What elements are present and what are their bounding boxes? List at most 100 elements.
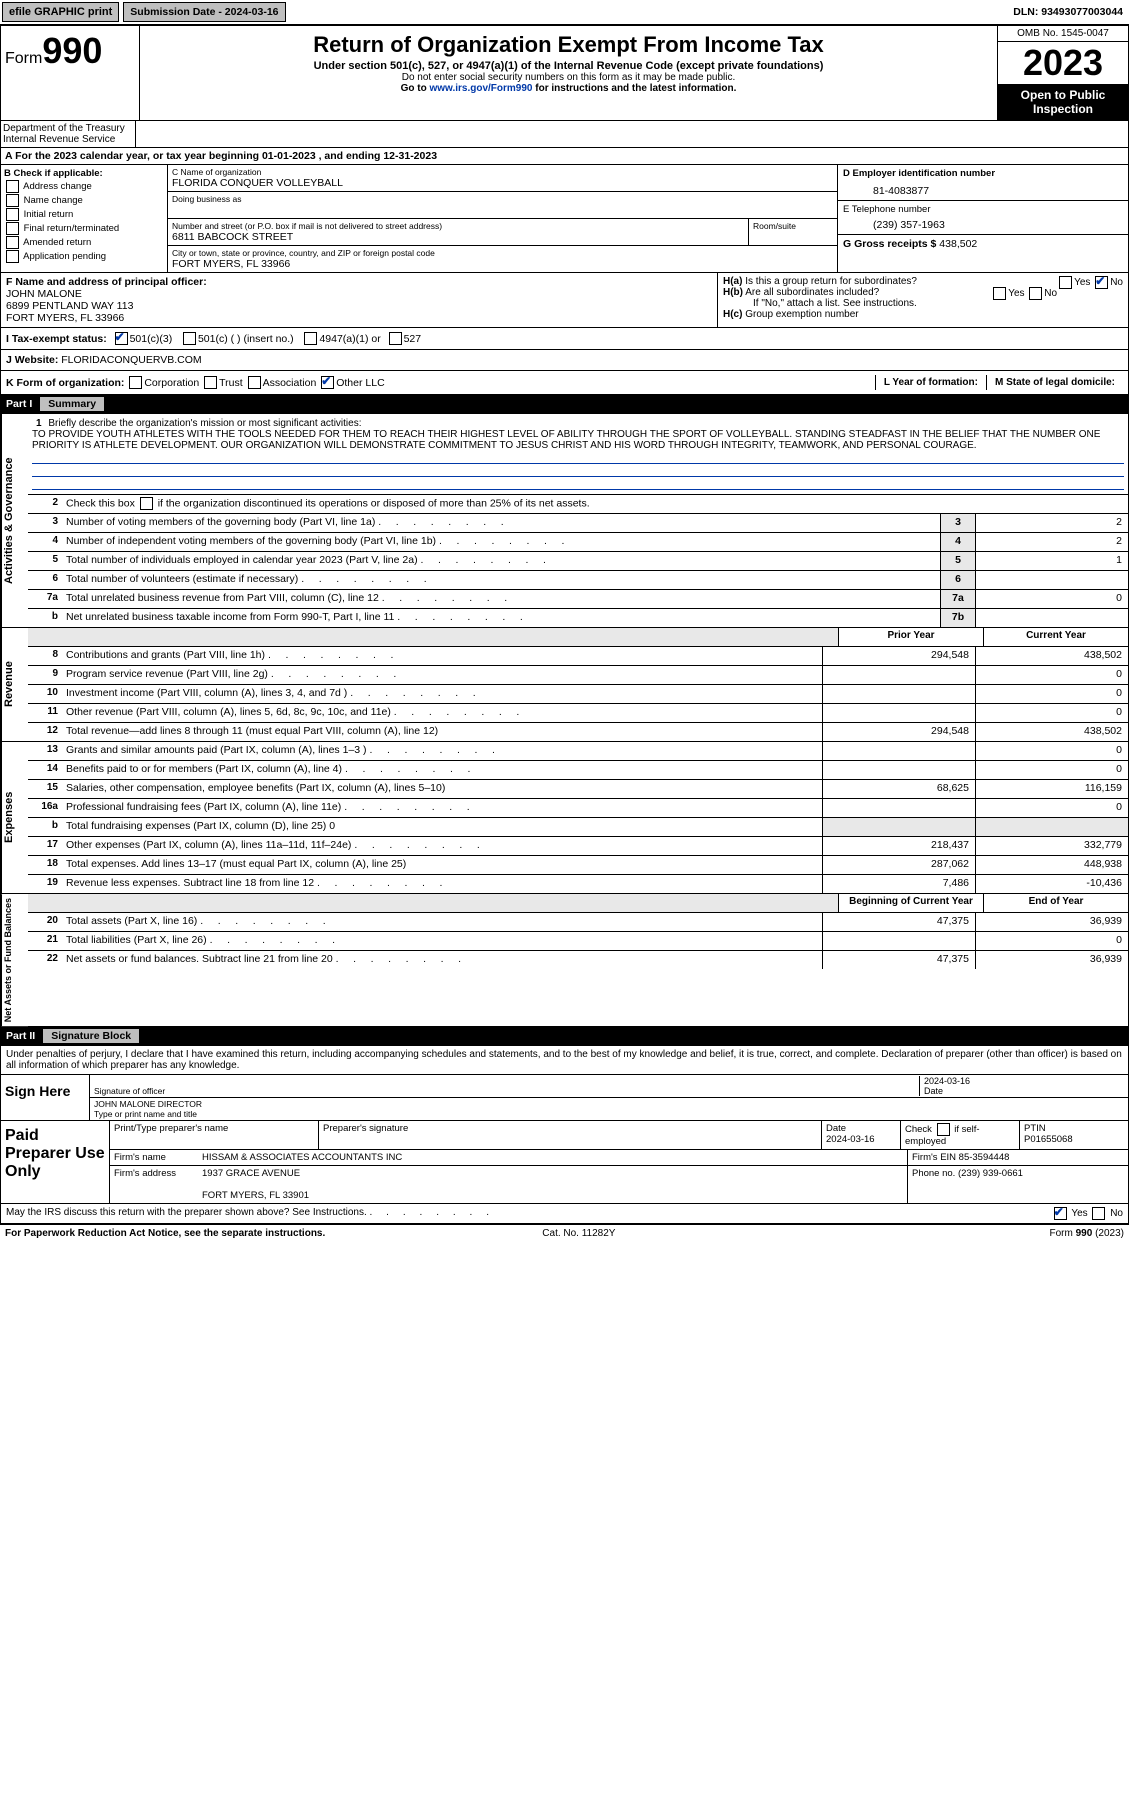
firm-phone: (239) 939-0661	[958, 1168, 1023, 1179]
website: FLORIDACONQUERVB.COM	[61, 354, 201, 366]
cb-pending[interactable]: Application pending	[4, 250, 164, 263]
c20: 36,939	[975, 913, 1128, 931]
efile-btn[interactable]: efile GRAPHIC print	[2, 2, 119, 22]
cat-no: Cat. No. 11282Y	[542, 1228, 615, 1239]
current-year-h: Current Year	[983, 628, 1128, 646]
hc: H(c) Group exemption number	[723, 309, 1123, 320]
c8: 438,502	[975, 647, 1128, 665]
submission-date: Submission Date - 2024-03-16	[123, 2, 285, 22]
l20: Total assets (Part X, line 16)	[62, 913, 822, 931]
cb-trust[interactable]	[204, 376, 217, 389]
ha: H(a) Is this a group return for subordin…	[723, 276, 1123, 287]
dba-label: Doing business as	[172, 194, 833, 204]
end-year-h: End of Year	[983, 894, 1128, 912]
paperwork-notice: For Paperwork Reduction Act Notice, see …	[5, 1228, 325, 1239]
c16a: 0	[975, 799, 1128, 817]
p17: 218,437	[822, 837, 975, 855]
main-info-block: B Check if applicable: Address change Na…	[0, 165, 1129, 273]
l21: Total liabilities (Part X, line 26)	[62, 932, 822, 950]
c15: 116,159	[975, 780, 1128, 798]
p12: 294,548	[822, 723, 975, 741]
cb-other[interactable]	[321, 376, 334, 389]
p22: 47,375	[822, 951, 975, 969]
officer-addr1: 6899 PENTLAND WAY 113	[6, 300, 712, 312]
ptin-val: P01655068	[1024, 1134, 1073, 1145]
v4: 2	[975, 533, 1128, 551]
street-addr: 6811 BABCOCK STREET	[172, 231, 744, 243]
gross-receipts: 438,502	[939, 238, 977, 250]
p15: 68,625	[822, 780, 975, 798]
c17: 332,779	[975, 837, 1128, 855]
l5: Total number of individuals employed in …	[62, 552, 940, 570]
l9: Program service revenue (Part VIII, line…	[62, 666, 822, 684]
subtitle1: Under section 501(c), 527, or 4947(a)(1)…	[144, 60, 993, 72]
p18: 287,062	[822, 856, 975, 874]
open-public: Open to Public Inspection	[998, 84, 1128, 120]
f-label: F Name and address of principal officer:	[6, 276, 712, 288]
discuss-yes[interactable]	[1054, 1207, 1067, 1220]
v7b	[975, 609, 1128, 627]
l1: Briefly describe the organization's miss…	[48, 418, 361, 429]
dept-treasury: Department of the Treasury Internal Reve…	[1, 121, 136, 147]
irs-link[interactable]: www.irs.gov/Form990	[429, 83, 532, 94]
name-label: C Name of organization	[172, 167, 833, 177]
l3: Number of voting members of the governin…	[62, 514, 940, 532]
ein-label: D Employer identification number	[843, 168, 1123, 179]
c13: 0	[975, 742, 1128, 760]
officer-addr2: FORT MYERS, FL 33966	[6, 312, 712, 324]
cb-final[interactable]: Final return/terminated	[4, 222, 164, 235]
cb-initial[interactable]: Initial return	[4, 208, 164, 221]
org-name: FLORIDA CONQUER VOLLEYBALL	[172, 177, 833, 189]
l14: Benefits paid to or for members (Part IX…	[62, 761, 822, 779]
cb-501c[interactable]	[183, 332, 196, 345]
tab-expenses: Expenses	[1, 742, 28, 893]
section-a: A For the 2023 calendar year, or tax yea…	[0, 148, 1129, 165]
l2: Check this box if the organization disco…	[62, 495, 1128, 513]
cb-amended[interactable]: Amended return	[4, 236, 164, 249]
firm-addr: 1937 GRACE AVENUE	[202, 1168, 300, 1179]
l15: Salaries, other compensation, employee b…	[62, 780, 822, 798]
part2-header: Part II Signature Block	[0, 1027, 1129, 1045]
firm-ein: 85-3594448	[959, 1152, 1010, 1163]
begin-year-h: Beginning of Current Year	[838, 894, 983, 912]
part1-body: Activities & Governance 1 Briefly descri…	[0, 413, 1129, 628]
tab-governance: Activities & Governance	[1, 414, 28, 627]
signature-block: Under penalties of perjury, I declare th…	[0, 1045, 1129, 1224]
discuss-q: May the IRS discuss this return with the…	[6, 1207, 489, 1220]
cb-4947[interactable]	[304, 332, 317, 345]
l8: Contributions and grants (Part VIII, lin…	[62, 647, 822, 665]
cb-501c3[interactable]	[115, 332, 128, 345]
l16a: Professional fundraising fees (Part IX, …	[62, 799, 822, 817]
tax-year: 2023	[998, 42, 1128, 84]
l18: Total expenses. Add lines 13–17 (must eq…	[62, 856, 822, 874]
row-f-h: F Name and address of principal officer:…	[0, 273, 1129, 328]
gross-label: G Gross receipts $	[843, 238, 939, 250]
city-label: City or town, state or province, country…	[172, 248, 833, 258]
part1-header: Part I Summary	[0, 395, 1129, 413]
form-header: Form990 Return of Organization Exempt Fr…	[0, 25, 1129, 121]
c18: 448,938	[975, 856, 1128, 874]
prep-date: 2024-03-16	[826, 1134, 875, 1145]
l16b: Total fundraising expenses (Part IX, col…	[62, 818, 822, 836]
firm-name: HISSAM & ASSOCIATES ACCOUNTANTS INC	[198, 1150, 908, 1165]
ein: 81-4083877	[843, 179, 1123, 197]
m-state: M State of legal domicile:	[986, 375, 1123, 390]
v7a: 0	[975, 590, 1128, 608]
l19: Revenue less expenses. Subtract line 18 …	[62, 875, 822, 893]
cb-527[interactable]	[389, 332, 402, 345]
cb-assoc[interactable]	[248, 376, 261, 389]
tab-netassets: Net Assets or Fund Balances	[1, 894, 28, 1026]
phone-label: E Telephone number	[843, 204, 1123, 215]
tab-revenue: Revenue	[1, 628, 28, 741]
l7a: Total unrelated business revenue from Pa…	[62, 590, 940, 608]
discuss-no[interactable]	[1092, 1207, 1105, 1220]
cb-address[interactable]: Address change	[4, 180, 164, 193]
prep-sig-label: Preparer's signature	[319, 1121, 822, 1149]
cb-corp[interactable]	[129, 376, 142, 389]
c10: 0	[975, 685, 1128, 703]
subtitle3: Go to www.irs.gov/Form990 for instructio…	[144, 83, 993, 94]
cb-name[interactable]: Name change	[4, 194, 164, 207]
p8: 294,548	[822, 647, 975, 665]
c19: -10,436	[975, 875, 1128, 893]
c22: 36,939	[975, 951, 1128, 969]
